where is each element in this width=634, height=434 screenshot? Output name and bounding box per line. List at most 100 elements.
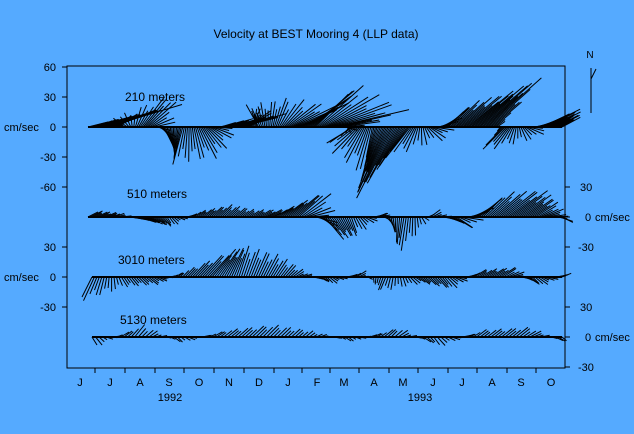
velocity-stick [269, 210, 283, 218]
velocity-stick [145, 329, 154, 338]
velocity-stick [363, 126, 392, 183]
velocity-stick [520, 126, 528, 141]
velocity-stick [348, 216, 357, 237]
velocity-stick [294, 329, 304, 338]
velocity-stick [496, 126, 501, 132]
velocity-stick [141, 96, 165, 128]
velocity-stick [507, 271, 520, 278]
velocity-stick [424, 126, 431, 139]
velocity-stick [389, 126, 408, 152]
velocity-stick [154, 121, 176, 128]
velocity-stick [511, 190, 548, 218]
velocity-stick [497, 331, 506, 338]
velocity-stick [280, 327, 292, 338]
velocity-stick [209, 333, 217, 338]
velocity-stick [426, 336, 435, 344]
month-label: F [314, 377, 321, 389]
velocity-stick [515, 326, 529, 338]
velocity-stick [326, 276, 334, 284]
velocity-stick [390, 276, 394, 290]
velocity-stick [172, 126, 184, 165]
velocity-stick [140, 276, 150, 285]
velocity-stick [365, 126, 384, 172]
velocity-stick [529, 330, 542, 338]
velocity-stick [275, 97, 287, 128]
velocity-stick [267, 209, 283, 218]
velocity-stick [201, 209, 213, 218]
velocity-stick [265, 211, 276, 218]
velocity-stick [500, 266, 516, 278]
velocity-stick [316, 85, 364, 128]
velocity-stick [152, 117, 175, 128]
velocity-stick [160, 276, 167, 280]
y-tick-label: 30 [44, 92, 56, 104]
velocity-stick [417, 126, 421, 141]
velocity-stick [385, 126, 411, 159]
velocity-stick [359, 126, 372, 170]
velocity-stick [366, 216, 378, 222]
velocity-stick [433, 336, 440, 346]
velocity-stick [196, 126, 205, 148]
velocity-stick [209, 126, 224, 137]
velocity-stick [296, 200, 316, 218]
velocity-stick [342, 216, 353, 236]
velocity-stick [340, 336, 347, 340]
velocity-stick [398, 216, 405, 246]
velocity-stick [179, 272, 185, 278]
velocity-stick [529, 276, 540, 285]
velocity-stick [173, 336, 181, 343]
velocity-stick [555, 114, 579, 128]
velocity-stick [522, 331, 531, 338]
velocity-stick [234, 207, 246, 218]
velocity-stick [150, 117, 167, 128]
velocity-stick [378, 126, 402, 166]
velocity-stick [250, 257, 260, 278]
right-tick-label: 30 [580, 302, 592, 314]
velocity-stick [87, 211, 99, 218]
y-tick-label: 60 [44, 62, 56, 74]
velocity-stick [490, 101, 520, 128]
velocity-stick [518, 328, 531, 338]
velocity-stick [270, 101, 276, 128]
velocity-stick [351, 274, 358, 278]
month-label: S [165, 377, 172, 389]
velocity-stick [94, 276, 100, 291]
velocity-stick [312, 333, 318, 338]
velocity-stick [292, 268, 304, 278]
velocity-stick [421, 216, 427, 225]
velocity-stick [109, 214, 117, 218]
velocity-stick [455, 101, 485, 128]
velocity-stick [248, 248, 260, 278]
velocity-stick [432, 126, 448, 133]
velocity-stick [149, 111, 170, 128]
velocity-stick [416, 216, 419, 228]
velocity-stick [323, 94, 380, 128]
velocity-stick [480, 197, 503, 218]
velocity-stick [522, 201, 545, 218]
velocity-stick [504, 191, 538, 218]
velocity-stick [212, 206, 225, 218]
velocity-stick [508, 330, 517, 338]
velocity-stick [241, 210, 250, 218]
velocity-stick [298, 195, 324, 218]
velocity-stick [253, 108, 258, 128]
velocity-stick [201, 254, 223, 278]
velocity-stick [198, 126, 210, 151]
velocity-stick [466, 101, 500, 128]
velocity-stick [155, 276, 164, 282]
velocity-stick [451, 276, 459, 282]
velocity-stick [301, 331, 309, 338]
velocity-stick [233, 258, 243, 278]
velocity-stick [142, 99, 167, 128]
velocity-stick [250, 210, 260, 218]
velocity-stick [207, 126, 224, 141]
velocity-stick [390, 330, 398, 338]
velocity-stick [399, 276, 403, 287]
velocity-stick [363, 126, 378, 172]
velocity-stick [299, 273, 309, 278]
velocity-stick [147, 276, 159, 286]
velocity-stick [149, 216, 161, 223]
velocity-stick [191, 126, 196, 150]
velocity-stick [440, 336, 448, 343]
velocity-stick [216, 331, 225, 338]
